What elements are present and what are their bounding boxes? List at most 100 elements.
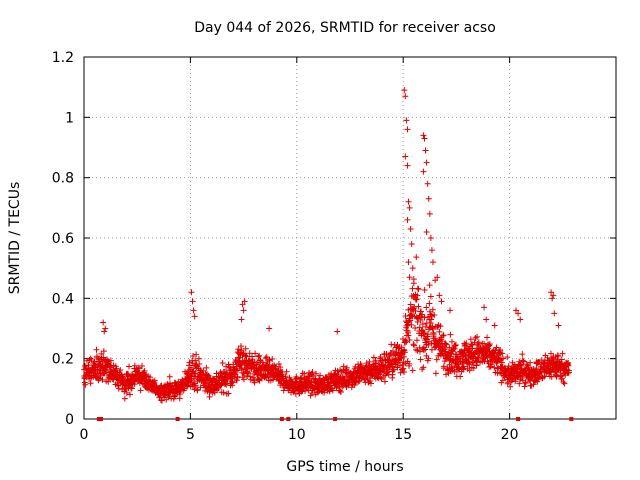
data-point — [147, 374, 154, 381]
data-point — [207, 375, 214, 382]
data-point — [423, 159, 430, 166]
data-point — [434, 274, 441, 281]
data-point — [417, 356, 424, 363]
data-point — [550, 292, 557, 299]
data-point — [190, 353, 197, 360]
data-point — [442, 340, 449, 347]
data-point — [191, 375, 198, 382]
data-point — [551, 310, 558, 317]
data-point — [366, 358, 373, 365]
data-point — [519, 351, 526, 358]
data-point — [238, 347, 245, 354]
data-point — [426, 300, 433, 307]
data-point — [406, 360, 413, 367]
data-point — [440, 332, 447, 339]
data-point — [443, 341, 450, 348]
data-point — [486, 342, 493, 349]
data-point — [475, 339, 482, 346]
data-point — [463, 344, 470, 351]
data-point — [405, 198, 412, 205]
data-point — [82, 381, 89, 388]
data-point — [452, 341, 459, 348]
data-point — [436, 292, 443, 299]
data-point — [337, 388, 344, 395]
data-point — [424, 180, 431, 187]
data-point — [558, 356, 565, 363]
data-point — [188, 376, 195, 383]
data-point — [127, 384, 134, 391]
data-point — [282, 373, 289, 380]
data-point — [191, 313, 198, 320]
data-point — [439, 332, 446, 339]
data-point — [131, 362, 138, 369]
data-point — [247, 373, 254, 380]
data-point — [367, 380, 374, 387]
x-tick-label: 5 — [186, 427, 195, 443]
data-point — [166, 373, 173, 380]
data-point — [512, 378, 519, 385]
data-point — [421, 135, 428, 142]
data-point — [429, 323, 436, 330]
data-point — [339, 373, 346, 380]
chart-title: Day 044 of 2026, SRMTID for receiver acs… — [194, 20, 496, 36]
gap-marker — [279, 417, 284, 421]
data-point — [481, 304, 488, 311]
data-point — [138, 363, 145, 370]
data-point — [137, 387, 144, 394]
data-point — [559, 350, 566, 357]
data-point — [449, 338, 456, 345]
data-point — [99, 376, 106, 383]
data-point — [447, 307, 454, 314]
data-point — [321, 389, 328, 396]
data-point — [242, 352, 249, 359]
gap-marker — [99, 417, 104, 421]
y-tick-label: 0.6 — [52, 231, 74, 247]
data-point — [406, 204, 413, 211]
data-point — [410, 341, 417, 348]
data-point — [373, 360, 380, 367]
data-point — [403, 338, 410, 345]
data-point — [491, 322, 498, 329]
data-point — [381, 378, 388, 385]
data-point — [402, 93, 409, 100]
data-point — [193, 351, 200, 358]
data-point — [555, 353, 562, 360]
data-point — [406, 336, 413, 343]
data-point — [534, 378, 541, 385]
data-point — [416, 348, 423, 355]
data-point — [486, 341, 493, 348]
data-point — [447, 331, 454, 338]
gap-marker — [569, 417, 574, 421]
data-point — [518, 362, 525, 369]
data-point — [206, 393, 213, 400]
data-point — [499, 350, 506, 357]
data-point — [107, 357, 114, 364]
data-point — [565, 369, 572, 376]
data-point — [404, 216, 411, 223]
data-point — [183, 383, 190, 390]
data-point — [547, 350, 554, 357]
data-point — [263, 353, 270, 360]
data-point — [408, 241, 415, 248]
data-point — [436, 328, 443, 335]
data-point — [425, 355, 432, 362]
data-point — [234, 367, 241, 374]
data-point — [438, 298, 445, 305]
data-point — [437, 323, 444, 330]
data-point — [431, 311, 438, 318]
data-point — [401, 349, 408, 356]
data-point — [252, 350, 259, 357]
data-point — [561, 380, 568, 387]
data-point — [239, 301, 246, 308]
data-point — [238, 316, 245, 323]
gap-markers — [96, 417, 574, 421]
data-point — [426, 210, 433, 217]
data-point — [269, 355, 276, 362]
y-tick-labels: 0 0.2 0.4 0.6 0.8 1 1.2 — [52, 50, 74, 428]
data-point — [460, 363, 467, 370]
data-point — [221, 380, 228, 387]
data-point — [240, 307, 247, 314]
data-point — [324, 375, 331, 382]
data-point — [240, 376, 247, 383]
data-point — [474, 333, 481, 340]
